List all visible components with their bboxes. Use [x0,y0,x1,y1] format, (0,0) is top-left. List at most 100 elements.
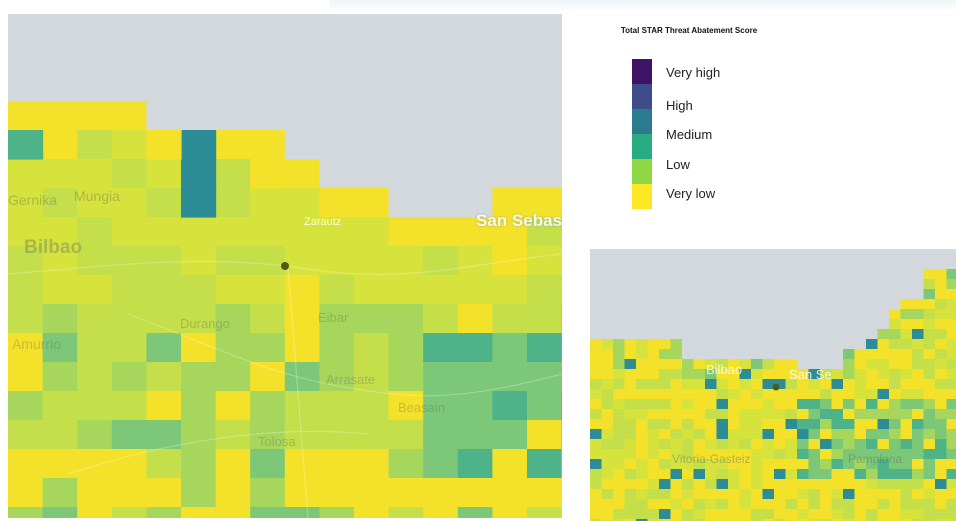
inset-grid-cell [774,419,786,430]
inset-grid-cell [946,339,956,350]
inset-grid-cell [797,449,809,460]
inset-grid-cell [762,259,775,270]
main-grid-cell [354,449,390,479]
inset-grid-cell [613,429,625,440]
inset-grid-cell [900,509,913,520]
inset-grid-cell [843,479,855,490]
inset-grid-cell [647,399,660,410]
inset-grid-cell [613,459,625,470]
inset-grid-cell [590,499,602,510]
main-grid-cell [250,217,286,247]
main-grid-cell [77,43,113,73]
inset-grid-cell [728,349,740,360]
main-grid-cell [492,101,528,131]
inset-grid-cell [866,319,878,330]
inset-grid-cell [946,459,956,470]
inset-grid-cell [716,389,729,400]
inset-grid-cell [854,309,867,320]
inset-grid-cell [624,449,637,460]
main-grid-cell [284,275,320,305]
inset-grid-cell [797,379,809,390]
inset-grid-cell [590,479,602,490]
inset-grid-cell [854,419,867,430]
legend-swatch-3 [632,134,652,159]
inset-grid-cell [590,299,602,310]
inset-grid-cell [590,489,602,500]
main-grid-cell [146,449,182,479]
main-grid-cell [77,130,113,160]
inset-grid-cell [728,419,740,430]
inset-grid-cell [797,419,809,430]
main-grid-cell [215,217,251,247]
inset-map[interactable]: Bilbao San Se Vitoria-Gasteiz Pamplona [590,249,956,521]
inset-grid-cell [670,339,683,350]
main-grid-cell [181,14,217,44]
main-map[interactable]: Mungia Gernika Zarautz San Sebas Bilbao … [8,14,562,518]
main-grid-cell [215,478,251,508]
inset-grid-cell [843,459,855,470]
inset-grid-cell [601,489,614,500]
main-grid-cell [250,449,286,479]
inset-grid-cell [624,319,637,330]
main-grid-cell [423,14,459,44]
inset-grid-cell [912,359,924,370]
inset-grid-cell [659,409,671,420]
inset-grid-cell [820,359,832,370]
inset-grid-cell [647,289,660,300]
main-grid-cell [111,159,147,189]
inset-grid-cell [912,309,924,320]
location-marker[interactable] [281,262,289,270]
inset-grid-cell [854,379,867,390]
inset-grid-cell [601,519,614,521]
inset-grid-cell [831,409,844,420]
inset-grid-cell [843,419,855,430]
main-grid-cell [42,188,78,218]
inset-grid-cell [670,479,683,490]
main-grid-cell [215,275,251,305]
inset-grid-cell [647,269,660,280]
inset-grid-cell [601,369,614,380]
inset-grid-cell [889,409,901,420]
main-grid-cell [423,188,459,218]
inset-grid-cell [624,349,637,360]
inset-grid-cell [601,469,614,480]
inset-grid-cell [946,389,956,400]
main-grid-cell [354,507,390,518]
main-grid-cell [354,362,390,392]
inset-grid-cell [693,399,706,410]
inset-grid-cell [946,519,956,521]
inset-grid-cell [831,509,844,520]
main-grid-cell [77,391,113,421]
inset-grid-cell [877,299,890,310]
inset-grid-cell [693,329,706,340]
inset-grid-cell [636,419,648,430]
road-line [8,253,562,275]
inset-grid-cell [946,289,956,300]
inset-grid-cell [624,329,637,340]
main-grid-cell [319,159,355,189]
main-grid-cell [42,101,78,131]
inset-grid-cell [693,459,706,470]
inset-grid-cell [728,509,740,520]
inset-grid-cell [659,249,671,260]
inset-grid-cell [693,489,706,500]
inset-grid-cell [670,309,683,320]
main-grid-cell [527,217,562,247]
inset-grid-cell [751,269,763,280]
inset-grid-cell [751,499,763,510]
inset-grid-cell [659,519,671,521]
inset-grid-cell [728,469,740,480]
inset-grid-cell [751,359,763,370]
inset-location-marker[interactable] [772,383,780,391]
main-grid-cell [146,304,182,334]
main-grid-cell [284,188,320,218]
main-grid-cell [284,130,320,160]
inset-grid-cell [636,409,648,420]
inset-grid-cell [624,289,637,300]
inset-grid-cell [716,459,729,470]
legend-swatch-0 [632,59,652,84]
inset-grid-cell [728,409,740,420]
main-grid-cell [388,391,424,421]
inset-grid-cell [774,309,786,320]
inset-grid-cell [797,389,809,400]
